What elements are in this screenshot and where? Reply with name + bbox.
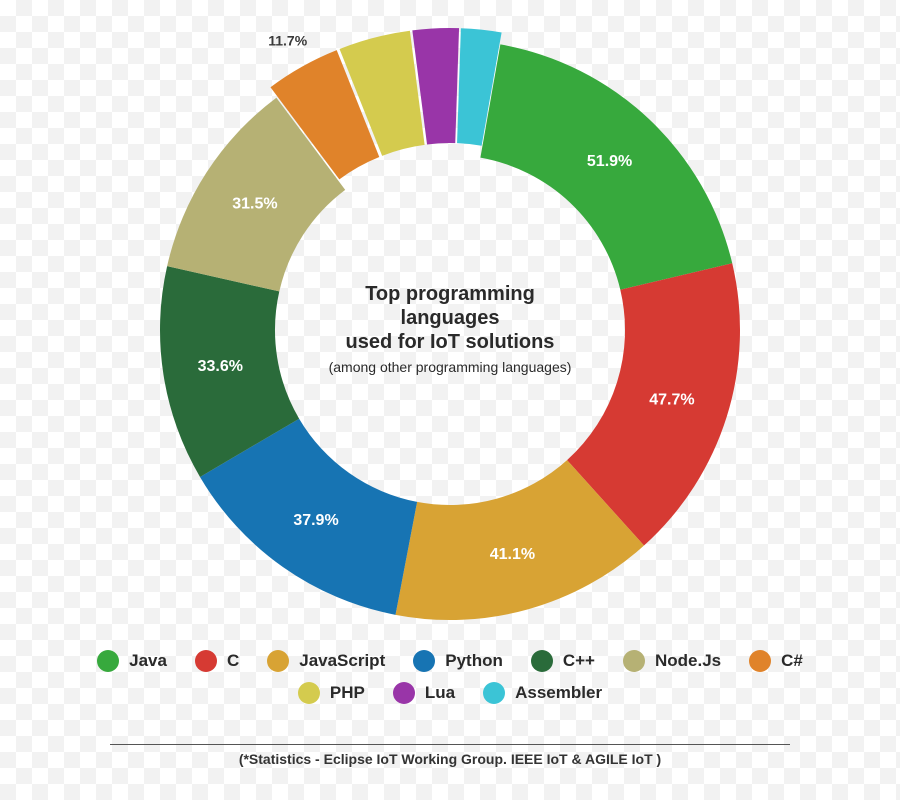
legend-label: Lua <box>425 683 455 703</box>
legend-label: JavaScript <box>299 651 385 671</box>
footnote-text: (*Statistics - Eclipse IoT Working Group… <box>239 751 661 767</box>
legend-swatch <box>483 682 505 704</box>
donut-center-text: Top programming languages used for IoT s… <box>329 283 572 375</box>
legend-swatch <box>393 682 415 704</box>
legend-swatch <box>413 650 435 672</box>
legend-item: C <box>195 650 239 672</box>
slice-label: 47.7% <box>649 391 694 408</box>
donut-chart: 51.9%47.7%41.1%37.9%33.6%31.5%11.7%11.2%… <box>140 20 760 640</box>
slice-label: 37.9% <box>293 512 338 529</box>
legend-label: C <box>227 651 239 671</box>
footnote: (*Statistics - Eclipse IoT Working Group… <box>110 744 790 769</box>
chart-title-line1: Top programming <box>365 283 535 305</box>
legend-item: C++ <box>531 650 595 672</box>
slice-label: 31.5% <box>232 195 277 212</box>
legend-item: Node.Js <box>623 650 721 672</box>
legend-item: JavaScript <box>267 650 385 672</box>
legend-label: Assembler <box>515 683 602 703</box>
legend: Java C JavaScript Python C++ Node.Js C# PHP Lua A… <box>0 650 900 704</box>
legend-item: Python <box>413 650 503 672</box>
legend-label: PHP <box>330 683 365 703</box>
legend-label: C++ <box>563 651 595 671</box>
legend-item: C# <box>749 650 803 672</box>
chart-title-line3: used for IoT solutions <box>346 331 555 353</box>
donut-svg: 51.9%47.7%41.1%37.9%33.6%31.5%11.7%11.2%… <box>140 20 760 640</box>
legend-swatch <box>97 650 119 672</box>
legend-swatch <box>749 650 771 672</box>
slice-label: 33.6% <box>198 358 243 375</box>
legend-item: Java <box>97 650 167 672</box>
legend-label: Node.Js <box>655 651 721 671</box>
legend-label: Python <box>445 651 503 671</box>
legend-item: Assembler <box>483 682 602 704</box>
legend-item: Lua <box>393 682 455 704</box>
legend-swatch <box>195 650 217 672</box>
legend-swatch <box>623 650 645 672</box>
chart-title-line2: languages <box>401 307 500 329</box>
legend-item: PHP <box>298 682 365 704</box>
legend-swatch <box>267 650 289 672</box>
legend-label: C# <box>781 651 803 671</box>
slice-label: 51.9% <box>587 153 632 170</box>
slice-label: 11.7% <box>268 32 307 48</box>
legend-swatch <box>531 650 553 672</box>
legend-swatch <box>298 682 320 704</box>
slice-label: 41.1% <box>490 546 535 563</box>
legend-label: Java <box>129 651 167 671</box>
chart-subtitle: (among other programming languages) <box>329 359 572 375</box>
